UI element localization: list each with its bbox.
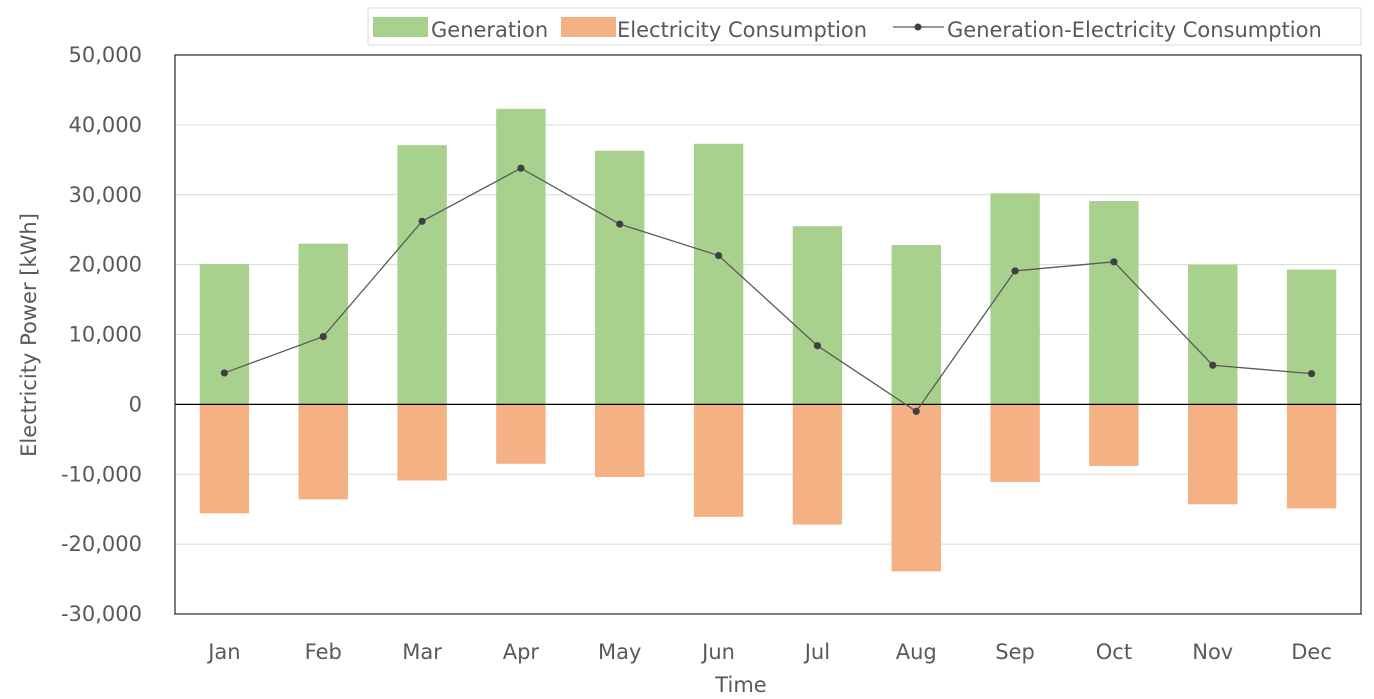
difference-point (714, 251, 723, 260)
difference-point (912, 407, 920, 415)
y-tick-label: 40,000 (69, 113, 142, 137)
y-tick-label: -30,000 (61, 602, 142, 626)
difference-point (616, 220, 624, 228)
bars (199, 108, 1337, 572)
x-tick-label: May (598, 640, 641, 664)
difference-point (319, 332, 327, 341)
generation-bar (1286, 269, 1337, 405)
generation-bar (1089, 201, 1139, 405)
difference-line-series (220, 164, 1316, 415)
y-axis-ticks: 50,000 40,000 30,000 20,000 10,000 0 -10,000 -2… (61, 43, 142, 626)
y-tick-label: -20,000 (61, 532, 142, 556)
y-tick-label: 20,000 (69, 253, 142, 277)
consumption-bar (397, 404, 447, 481)
y-tick-label: 10,000 (69, 323, 142, 347)
difference-point (1209, 361, 1217, 369)
consumption-bar (595, 404, 645, 478)
gridlines (175, 124, 1361, 545)
x-tick-label: Nov (1192, 640, 1233, 664)
generation-bar (792, 226, 843, 405)
x-tick-label: Feb (305, 640, 342, 664)
consumption-bar (496, 404, 546, 464)
consumption-bar (1286, 404, 1337, 509)
consumption-bar (990, 404, 1040, 482)
difference-point (418, 217, 426, 225)
x-tick-label: Oct (1096, 640, 1132, 664)
generation-bar (397, 145, 447, 405)
generation-bar (496, 108, 546, 405)
consumption-bar (1089, 404, 1139, 466)
generation-bar (693, 143, 744, 405)
generation-bar (199, 263, 250, 405)
y-tick-label: -10,000 (61, 462, 142, 486)
difference-line (224, 167, 1312, 413)
difference-point (813, 342, 822, 350)
difference-point (517, 164, 525, 172)
consumption-bar (1188, 404, 1238, 505)
consumption-bar (792, 404, 843, 525)
x-axis-title: Time (714, 673, 766, 697)
consumption-bar (891, 404, 941, 572)
generation-bar (990, 193, 1040, 405)
legend: Generation Electricity Consumption Gener… (367, 7, 1362, 46)
legend-label-difference: Generation-Electricity Consumption (947, 18, 1322, 42)
legend-swatch-generation (373, 17, 428, 37)
legend-label-generation: Generation (431, 18, 548, 42)
difference-point (220, 369, 229, 377)
y-tick-label: 0 (129, 392, 142, 416)
difference-point (1110, 258, 1118, 266)
generation-bar (595, 150, 645, 405)
x-tick-label: Jul (803, 640, 830, 664)
plot-area-frame (174, 54, 1362, 615)
consumption-bar (693, 404, 744, 517)
x-tick-label: Jan (206, 640, 240, 664)
x-tick-label: Dec (1291, 640, 1332, 664)
x-tick-label: Sep (995, 640, 1035, 664)
x-tick-label: Mar (402, 640, 442, 664)
legend-swatch-consumption (561, 17, 616, 37)
generation-bar (1188, 264, 1238, 405)
difference-point (1011, 267, 1019, 275)
x-tick-label: Aug (896, 640, 937, 664)
generation-bar (891, 245, 941, 405)
consumption-bar (199, 404, 250, 514)
consumption-bar (298, 404, 348, 500)
x-tick-label: Jun (700, 640, 735, 664)
legend-label-consumption: Electricity Consumption (617, 18, 867, 42)
y-axis-title: Electricity Power [kWh] (17, 213, 41, 457)
generation-bar (298, 243, 348, 405)
x-tick-label: Apr (503, 640, 540, 664)
y-tick-label: 30,000 (69, 183, 142, 207)
x-axis-ticks: Jan Feb Mar Apr May Jun Jul Aug Sep Oct Nov Dec (206, 640, 1332, 664)
y-tick-label: 50,000 (69, 43, 142, 67)
legend-swatch-difference-marker (914, 23, 922, 31)
difference-point (1307, 370, 1316, 378)
legend-frame (367, 7, 1362, 46)
